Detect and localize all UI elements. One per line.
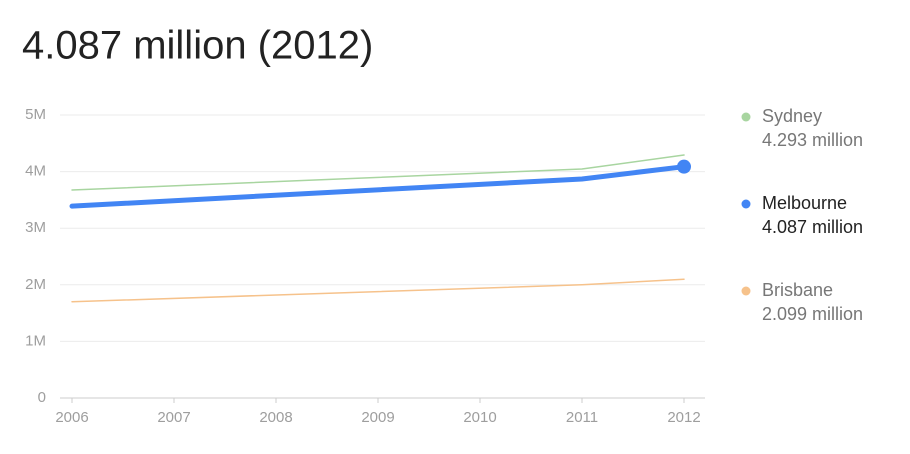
legend-label[interactable]: Brisbane bbox=[762, 280, 833, 300]
legend-marker bbox=[741, 199, 751, 209]
legend-label[interactable]: Sydney bbox=[762, 106, 822, 126]
x-tick-label: 2006 bbox=[55, 409, 88, 426]
x-tick-label: 2009 bbox=[361, 409, 394, 426]
y-tick-label: 2M bbox=[25, 276, 46, 293]
legend-marker bbox=[741, 286, 751, 296]
y-tick-label: 3M bbox=[25, 219, 46, 236]
x-tick-label: 2008 bbox=[259, 409, 292, 426]
x-tick-label: 2007 bbox=[157, 409, 190, 426]
x-tick-label: 2012 bbox=[667, 409, 700, 426]
series-line bbox=[69, 164, 687, 209]
legend-value: 2.099 million bbox=[762, 304, 863, 324]
chart-title: 4.087 million (2012) bbox=[22, 24, 373, 68]
x-tick-label: 2010 bbox=[463, 409, 496, 426]
legend-marker bbox=[741, 112, 751, 122]
series-line bbox=[71, 278, 685, 303]
highlight-point bbox=[677, 159, 691, 174]
legend-value: 4.293 million bbox=[762, 130, 863, 150]
y-tick-label: 1M bbox=[25, 332, 46, 349]
legend-label[interactable]: Melbourne bbox=[762, 193, 847, 213]
y-tick-label: 5M bbox=[25, 106, 46, 123]
legend-value: 4.087 million bbox=[762, 217, 863, 237]
y-tick-label: 0 bbox=[38, 389, 46, 406]
x-tick-label: 2011 bbox=[566, 409, 598, 426]
y-tick-label: 4M bbox=[25, 163, 46, 180]
series-line bbox=[71, 154, 685, 191]
